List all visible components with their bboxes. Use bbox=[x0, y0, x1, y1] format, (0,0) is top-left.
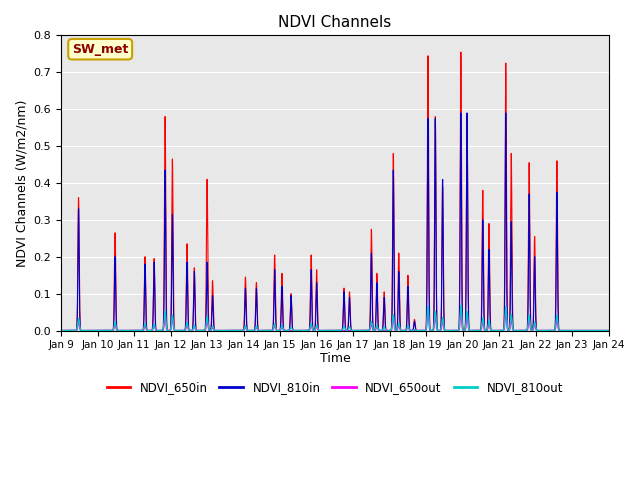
NDVI_650in bbox=[603, 328, 611, 334]
NDVI_650in bbox=[168, 156, 176, 162]
NDVI_650out bbox=[603, 328, 611, 334]
NDVI_810out bbox=[174, 328, 182, 334]
NDVI_810out bbox=[262, 328, 270, 334]
Line: NDVI_810out: NDVI_810out bbox=[61, 305, 609, 331]
NDVI_650out bbox=[168, 316, 176, 322]
NDVI_810in bbox=[603, 328, 611, 334]
NDVI_650out bbox=[410, 328, 418, 334]
NDVI_810out bbox=[605, 328, 612, 334]
NDVI_650out bbox=[581, 328, 589, 334]
NDVI_810in bbox=[174, 328, 182, 334]
NDVI_810out bbox=[584, 328, 592, 334]
NDVI_810in bbox=[502, 110, 509, 116]
Text: SW_met: SW_met bbox=[72, 43, 129, 56]
NDVI_810in bbox=[57, 328, 65, 334]
Line: NDVI_650in: NDVI_650in bbox=[61, 52, 609, 331]
Line: NDVI_650out: NDVI_650out bbox=[61, 312, 609, 331]
NDVI_650in bbox=[605, 328, 612, 334]
NDVI_650in bbox=[57, 328, 65, 334]
NDVI_810in bbox=[575, 328, 583, 334]
NDVI_650in bbox=[457, 49, 465, 55]
NDVI_650in bbox=[174, 328, 182, 334]
NDVI_650out bbox=[262, 328, 270, 334]
NDVI_810out bbox=[488, 328, 496, 334]
NDVI_810out bbox=[57, 328, 65, 334]
NDVI_810out bbox=[603, 328, 611, 334]
NDVI_650in bbox=[410, 317, 418, 323]
NDVI_810out bbox=[410, 326, 418, 332]
NDVI_810in bbox=[262, 328, 270, 334]
NDVI_810in bbox=[410, 319, 418, 324]
NDVI_810in bbox=[605, 328, 612, 334]
Y-axis label: NDVI Channels (W/m2/nm): NDVI Channels (W/m2/nm) bbox=[15, 99, 28, 266]
Legend: NDVI_650in, NDVI_810in, NDVI_650out, NDVI_810out: NDVI_650in, NDVI_810in, NDVI_650out, NDV… bbox=[102, 376, 568, 398]
NDVI_650out bbox=[457, 310, 465, 315]
NDVI_650out bbox=[488, 328, 496, 334]
NDVI_650in bbox=[262, 328, 270, 334]
NDVI_650in bbox=[488, 328, 496, 334]
NDVI_650out bbox=[57, 328, 65, 334]
Line: NDVI_810in: NDVI_810in bbox=[61, 113, 609, 331]
NDVI_650in bbox=[579, 328, 586, 334]
NDVI_650out bbox=[605, 328, 612, 334]
X-axis label: Time: Time bbox=[319, 352, 350, 365]
NDVI_810in bbox=[168, 211, 176, 217]
NDVI_810out bbox=[457, 302, 465, 308]
NDVI_810out bbox=[168, 312, 176, 318]
NDVI_810in bbox=[488, 328, 496, 334]
NDVI_650out bbox=[174, 328, 182, 334]
Title: NDVI Channels: NDVI Channels bbox=[278, 15, 392, 30]
